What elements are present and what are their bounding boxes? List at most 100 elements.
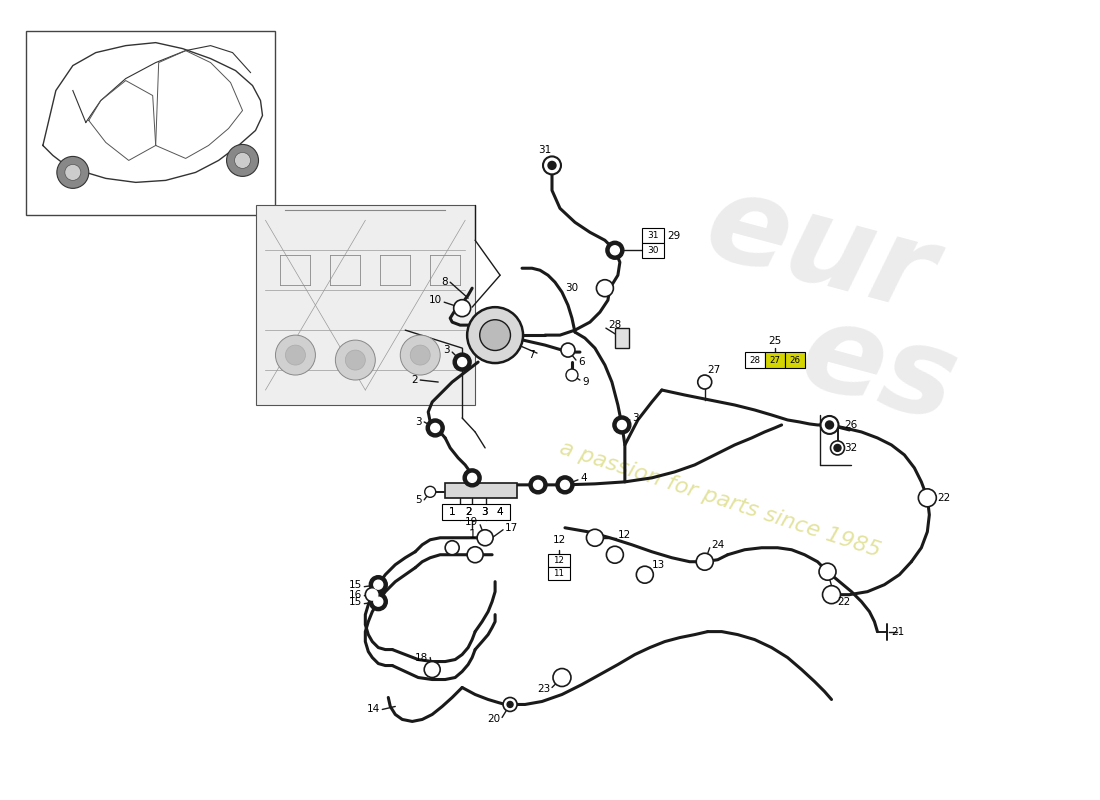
Text: 23: 23 [537,685,550,694]
Circle shape [65,165,80,180]
Text: 19: 19 [465,517,478,526]
Text: 8: 8 [441,278,448,287]
Circle shape [834,445,842,451]
Bar [641,243,663,258]
Text: 28: 28 [749,355,760,365]
Text: 11: 11 [553,569,564,578]
Circle shape [477,530,493,546]
Circle shape [458,358,466,366]
Circle shape [529,476,547,494]
Circle shape [426,419,444,437]
Circle shape [365,588,380,602]
Circle shape [617,421,626,430]
Circle shape [336,340,375,380]
Circle shape [374,597,383,606]
Text: 31: 31 [647,231,659,240]
Text: 24: 24 [712,540,725,550]
Circle shape [370,576,387,594]
Text: 20: 20 [487,714,500,725]
Bar [442,504,510,520]
Text: 15: 15 [349,580,362,590]
Circle shape [480,320,510,350]
Text: 18: 18 [415,653,428,662]
Text: 26: 26 [789,355,800,365]
Text: 27: 27 [707,365,721,375]
Circle shape [697,375,712,389]
Circle shape [431,423,440,433]
Circle shape [820,563,836,580]
Bar [548,566,570,580]
Circle shape [548,162,556,170]
Text: 27: 27 [769,355,780,365]
Text: 3: 3 [481,507,487,517]
Text: 2: 2 [465,507,472,517]
Circle shape [453,353,471,371]
Bar [26,30,275,215]
Circle shape [275,335,316,375]
Text: 12: 12 [552,534,565,545]
Bar [255,206,475,405]
Circle shape [586,530,604,546]
Bar [615,328,629,348]
Text: 17: 17 [505,522,518,533]
Circle shape [553,669,571,686]
Text: 4: 4 [497,507,504,517]
Circle shape [410,345,430,365]
Text: 16: 16 [349,590,362,600]
Circle shape [227,145,258,176]
Circle shape [468,546,483,562]
Circle shape [606,546,624,563]
Text: 30: 30 [564,283,578,293]
Text: 2: 2 [465,507,472,517]
Text: 3: 3 [443,345,450,355]
Text: 14: 14 [367,705,381,714]
Circle shape [286,345,306,365]
Circle shape [556,476,574,494]
Text: 5: 5 [416,495,422,505]
Text: 2: 2 [411,375,418,385]
Text: 12: 12 [553,556,564,565]
Bar [446,483,517,498]
Text: 3: 3 [631,413,638,423]
Text: 4: 4 [497,507,504,517]
Circle shape [425,662,440,678]
Text: 30: 30 [647,246,659,255]
Text: 6: 6 [578,357,584,367]
Circle shape [561,480,570,490]
Text: 29: 29 [667,230,680,241]
Text: 12: 12 [618,530,631,540]
Bar [764,352,784,368]
Text: a passion for parts since 1985: a passion for parts since 1985 [557,438,883,562]
Circle shape [696,554,713,570]
Text: es: es [789,294,970,446]
Text: 25: 25 [768,336,781,346]
Text: 1: 1 [469,528,476,542]
Text: 7: 7 [528,350,535,360]
Text: 1: 1 [449,507,455,517]
Circle shape [606,242,624,259]
Circle shape [468,474,476,482]
Text: 3: 3 [416,417,422,427]
Bar [745,352,764,368]
Circle shape [534,480,542,490]
Circle shape [918,489,936,507]
Bar [784,352,804,368]
Circle shape [596,280,614,297]
Circle shape [825,421,834,429]
Circle shape [636,566,653,583]
Bar [548,554,570,566]
Text: 15: 15 [349,597,362,606]
Circle shape [543,157,561,174]
Circle shape [425,486,436,498]
Text: 13: 13 [652,560,666,570]
Text: 31: 31 [538,146,551,155]
Text: 1: 1 [449,507,455,517]
Text: 26: 26 [845,420,858,430]
Circle shape [234,153,251,169]
Circle shape [468,307,522,363]
Text: 28: 28 [608,320,622,330]
Circle shape [566,369,578,381]
Circle shape [613,416,631,434]
Circle shape [823,586,840,604]
Circle shape [446,541,459,554]
